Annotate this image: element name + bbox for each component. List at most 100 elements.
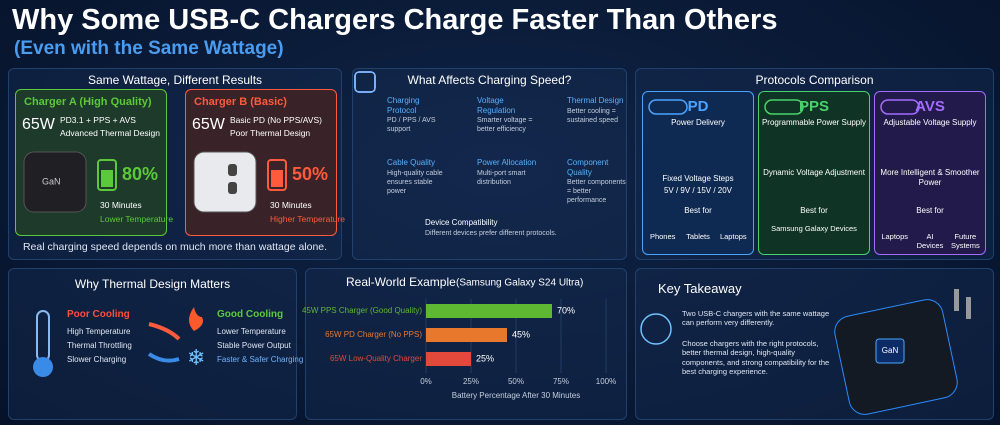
charger-body <box>23 151 87 213</box>
x-tick-label: 75% <box>553 377 569 386</box>
factor-icon <box>353 71 377 225</box>
battery <box>97 159 117 191</box>
factor-icon <box>353 71 377 251</box>
best-for-item: Laptops <box>881 232 909 241</box>
bulb-icon <box>640 313 672 345</box>
best-for-item: AI Devices <box>916 232 944 251</box>
data-label: 25% <box>476 353 494 363</box>
protocol-icon <box>759 92 809 122</box>
icon-shape <box>764 99 804 115</box>
protocol-card: PPS Programmable Power Supply Dynamic Volt… <box>758 91 870 255</box>
page-subtitle: (Even with the Same Wattage) <box>14 38 284 59</box>
cooling-item: Lower Temperature <box>217 327 286 336</box>
gan-badge: GaN <box>42 176 61 186</box>
factor-icon <box>353 71 377 173</box>
protocol-detail: 5V / 9V / 15V / 20V <box>663 186 733 195</box>
factor-title: Thermal Design <box>567 96 624 105</box>
best-for-label: Best for <box>916 206 944 215</box>
plug-pin <box>966 297 971 319</box>
panel-title: Why Thermal Design Matters <box>74 277 231 291</box>
data-label: 70% <box>557 305 575 315</box>
factor-title: Voltage Regulation <box>477 96 516 115</box>
protocol-card: PD Power Delivery Fixed Voltage Steps 5V / … <box>642 91 754 255</box>
panel-title: Same Wattage, Different Results <box>87 73 263 87</box>
factor-text: Different devices prefer different proto… <box>425 230 557 237</box>
factor-icon <box>353 71 377 147</box>
panel: Real-World Example (Samsung Galaxy S24 Ul… <box>302 268 627 420</box>
cooling-item: Stable Power Output <box>217 341 291 350</box>
factor-text: Better cooling = sustained speed <box>567 108 618 124</box>
cooling-item: High Temperature <box>67 327 131 336</box>
cooling-item: Thermal Throttling <box>67 341 132 350</box>
snowflake: ❄ <box>187 345 205 370</box>
battery <box>267 159 287 191</box>
protocol-name: PPS <box>798 98 829 115</box>
panel-title: Protocols Comparison <box>755 73 874 87</box>
port <box>228 182 237 194</box>
cooling-item: Faster & Safer Charging <box>217 355 304 364</box>
battery-percent: 80% <box>122 164 159 184</box>
plug-pin <box>954 289 959 311</box>
panel: Protocols Comparison PD Power Delivery Fixe… <box>635 68 994 260</box>
best-for-label: Best for <box>800 206 828 215</box>
temperature: Lower Temperature <box>100 214 174 224</box>
feature: Poor Thermal Design <box>230 128 311 138</box>
protocol-name: PD <box>687 98 709 115</box>
wattage: 65W <box>22 116 55 133</box>
factor-title: Power Allocation <box>477 158 537 167</box>
factor-text: High-quality cable ensures stable power <box>387 170 443 195</box>
cooling-title: Poor Cooling <box>67 309 130 320</box>
protocol-card: AVS Adjustable Voltage Supply More Intelli… <box>874 91 986 255</box>
x-tick-label: 25% <box>463 377 479 386</box>
illustration: GaN <box>640 289 971 415</box>
feature: Advanced Thermal Design <box>60 128 161 138</box>
panel: What Affects Charging Speed? Charging Pro… <box>352 68 627 260</box>
chart: Real-World Example (Samsung Galaxy S24 Ul… <box>302 275 616 400</box>
best-for-item: Samsung Galaxy Devices <box>771 224 857 233</box>
charger-name: Charger B (Basic) <box>194 96 287 108</box>
x-axis-label: Battery Percentage After 30 Minutes <box>452 391 581 400</box>
page-title: Why Some USB-C Chargers Charge Faster Th… <box>12 4 778 36</box>
panel: Why Thermal Design Matters ❄ Poor Cooling H… <box>8 268 303 420</box>
x-tick-label: 0% <box>420 377 432 386</box>
best-for-item: Phones <box>649 232 676 241</box>
charger-card: Charger B (Basic) 65W Basic PD (No PPS/AVS… <box>185 89 345 236</box>
icon <box>764 99 804 115</box>
protocol-full-name: Power Delivery <box>671 118 725 127</box>
chart-subtitle: (Samsung Galaxy S24 Ultra) <box>456 278 583 289</box>
factor-title: Device Compatibility <box>425 218 498 227</box>
charge-time: 30 Minutes <box>100 200 142 210</box>
cooling-title: Good Cooling <box>217 309 284 320</box>
battery-fill <box>101 170 113 187</box>
protocol-name: AVS <box>915 98 945 115</box>
protocol-feature: More Intelligent & Smoother Power <box>880 168 980 187</box>
data-label: 45% <box>512 329 530 339</box>
factor-title: Charging Protocol <box>387 96 420 115</box>
factor-icon <box>353 71 377 199</box>
protocol-feature: Dynamic Voltage Adjustment <box>763 168 865 177</box>
thermometer-bulb <box>33 357 53 377</box>
chart-title: Real-World Example <box>346 275 456 289</box>
protocol-full-name: Programmable Power Supply <box>761 118 867 127</box>
charger-illustration: GaN <box>23 151 117 213</box>
factor-title: Component Quality <box>567 158 609 177</box>
category-label: 65W PD Charger (No PPS) <box>325 330 422 339</box>
icon <box>354 71 376 93</box>
temperature: Higher Temperature <box>270 214 345 224</box>
charger-card: Charger A (High Quality) 65W PD3.1 + PPS +… <box>15 89 173 236</box>
factor-icon <box>353 71 377 121</box>
category-label: 45W PPS Charger (Good Quality) <box>302 306 422 315</box>
charger-body <box>193 151 257 213</box>
feature: PD3.1 + PPS + AVS <box>60 115 136 125</box>
panel: Same Wattage, Different Results Charger A… <box>8 68 345 260</box>
category-label: 65W Low-Quality Charger <box>330 354 422 363</box>
thermometer <box>36 310 50 362</box>
thermal-illustration: ❄ <box>9 269 296 419</box>
icon-shape <box>354 71 376 93</box>
arrow <box>147 352 180 363</box>
icon <box>648 99 688 115</box>
charger-name: Charger A (High Quality) <box>24 96 152 108</box>
protocol-icon <box>643 92 693 122</box>
panel-title: What Affects Charging Speed? <box>407 73 572 87</box>
